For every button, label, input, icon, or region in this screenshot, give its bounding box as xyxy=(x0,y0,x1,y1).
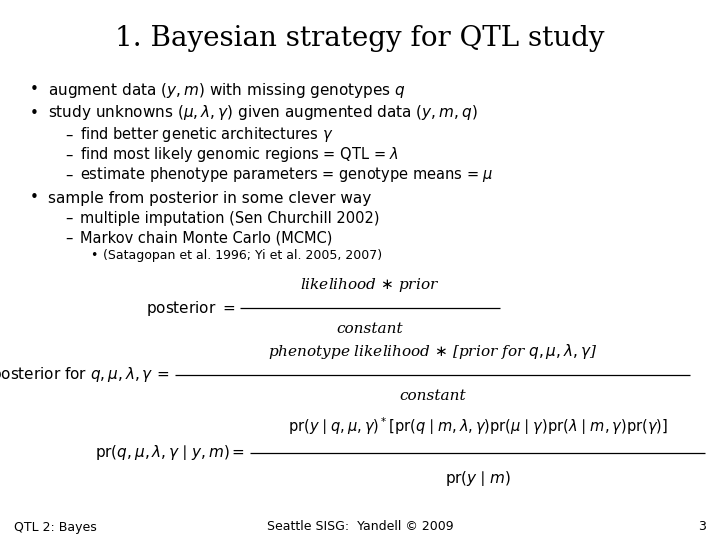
Text: QTL 2: Bayes: QTL 2: Bayes xyxy=(14,521,96,534)
Text: Markov chain Monte Carlo (MCMC): Markov chain Monte Carlo (MCMC) xyxy=(80,231,333,246)
Text: study unknowns ($\mu,\lambda,\gamma$) given augmented data ($y,m,q$): study unknowns ($\mu,\lambda,\gamma$) gi… xyxy=(48,104,477,123)
Text: 3: 3 xyxy=(698,521,706,534)
Text: –: – xyxy=(65,147,73,163)
Text: •: • xyxy=(30,105,39,120)
Text: Seattle SISG:  Yandell © 2009: Seattle SISG: Yandell © 2009 xyxy=(266,521,454,534)
Text: find better genetic architectures $\gamma$: find better genetic architectures $\gamm… xyxy=(80,125,333,145)
Text: •: • xyxy=(90,249,97,262)
Text: 1. Bayesian strategy for QTL study: 1. Bayesian strategy for QTL study xyxy=(115,24,605,51)
Text: •: • xyxy=(30,83,39,98)
Text: –: – xyxy=(65,127,73,143)
Text: augment data ($y,m$) with missing genotypes $q$: augment data ($y,m$) with missing genoty… xyxy=(48,80,405,99)
Text: •: • xyxy=(30,191,39,206)
Text: multiple imputation (Sen Churchill 2002): multiple imputation (Sen Churchill 2002) xyxy=(80,211,379,226)
Text: $\mathrm{pr}(y\mid q,\mu,\gamma)^*[\mathrm{pr}(q\mid m,\lambda,\gamma)\mathrm{pr: $\mathrm{pr}(y\mid q,\mu,\gamma)^*[\math… xyxy=(287,415,667,437)
Text: posterior for $q,\mu,\lambda,\gamma\,=$: posterior for $q,\mu,\lambda,\gamma\,=$ xyxy=(0,366,170,384)
Text: –: – xyxy=(65,231,73,246)
Text: estimate phenotype parameters = genotype means = $\mu$: estimate phenotype parameters = genotype… xyxy=(80,165,494,185)
Text: constant: constant xyxy=(399,389,466,403)
Text: $\mathrm{pr}(q,\mu,\lambda,\gamma\mid y,m) =$: $\mathrm{pr}(q,\mu,\lambda,\gamma\mid y,… xyxy=(95,443,245,462)
Text: find most likely genomic regions = QTL = $\lambda$: find most likely genomic regions = QTL =… xyxy=(80,145,399,165)
Text: sample from posterior in some clever way: sample from posterior in some clever way xyxy=(48,191,372,206)
Text: $\mathrm{pr}(y\mid m)$: $\mathrm{pr}(y\mid m)$ xyxy=(444,469,510,488)
Text: –: – xyxy=(65,167,73,183)
Text: phenotype likelihood $\ast$ [prior for $q,\mu,\lambda,\gamma$]: phenotype likelihood $\ast$ [prior for $… xyxy=(268,342,597,361)
Text: constant: constant xyxy=(337,322,403,336)
Text: posterior $=$: posterior $=$ xyxy=(145,299,235,318)
Text: likelihood $\ast$ prior: likelihood $\ast$ prior xyxy=(300,276,440,294)
Text: (Satagopan et al. 1996; Yi et al. 2005, 2007): (Satagopan et al. 1996; Yi et al. 2005, … xyxy=(103,249,382,262)
Text: –: – xyxy=(65,211,73,226)
